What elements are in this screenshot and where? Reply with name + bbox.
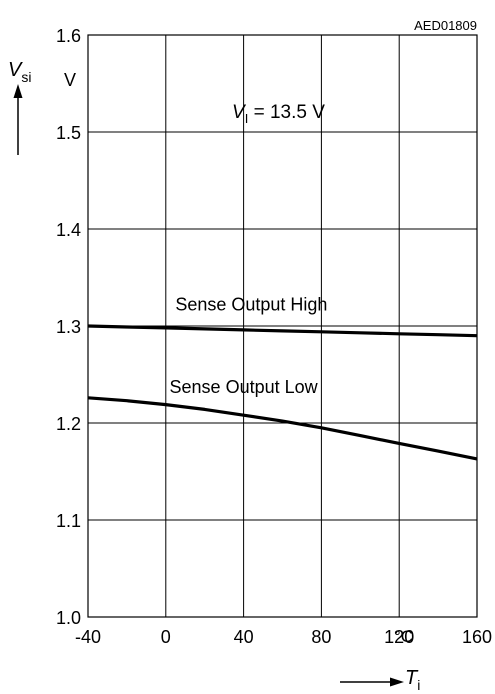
- x-tick-labels: -40 0 40 80 120 160: [75, 627, 492, 647]
- series-labels: Sense Output High Sense Output Low: [170, 294, 328, 396]
- svg-text:Vsi: Vsi: [8, 59, 31, 85]
- figure-id: AED01809: [414, 18, 477, 33]
- x-axis-symbol: T: [405, 667, 419, 689]
- y-tick-label: 1.6: [56, 26, 81, 46]
- x-tick-label: 0: [161, 627, 171, 647]
- y-tick-label: 1.0: [56, 608, 81, 628]
- x-axis-title: °C Ti: [340, 627, 420, 693]
- series-label: Sense Output Low: [170, 377, 319, 397]
- condition-annotation: VI = 13.5 V: [232, 102, 325, 126]
- series-line: [87, 324, 478, 338]
- x-axis-arrowhead: [390, 677, 404, 687]
- y-axis-arrowhead: [13, 84, 23, 98]
- annotation-symbol: V: [232, 102, 247, 123]
- y-tick-label: 1.1: [56, 511, 81, 531]
- y-axis-symbol: V: [8, 59, 23, 81]
- y-axis-title: Vsi V: [8, 59, 76, 155]
- svg-text:Ti: Ti: [405, 667, 420, 693]
- x-tick-label: 80: [311, 627, 331, 647]
- x-tick-label: 40: [234, 627, 254, 647]
- annotation-value: = 13.5 V: [248, 102, 325, 123]
- series-layer: [87, 324, 478, 461]
- series-label: Sense Output High: [175, 294, 327, 314]
- annotation-subscript: I: [245, 111, 249, 126]
- x-tick-label: 160: [462, 627, 492, 647]
- x-axis-subscript: i: [417, 677, 420, 693]
- y-axis-unit: V: [64, 70, 76, 90]
- series-line: [87, 396, 478, 461]
- y-tick-label: 1.5: [56, 123, 81, 143]
- x-tick-label: 120: [384, 627, 414, 647]
- y-tick-label: 1.2: [56, 414, 81, 434]
- x-axis-unit: °C: [394, 627, 413, 646]
- y-tick-label: 1.3: [56, 317, 81, 337]
- y-axis-subscript: si: [21, 69, 31, 85]
- y-tick-label: 1.4: [56, 220, 81, 240]
- x-tick-label: -40: [75, 627, 101, 647]
- y-tick-labels: 1.0 1.1 1.2 1.3 1.4 1.5 1.6: [56, 26, 81, 628]
